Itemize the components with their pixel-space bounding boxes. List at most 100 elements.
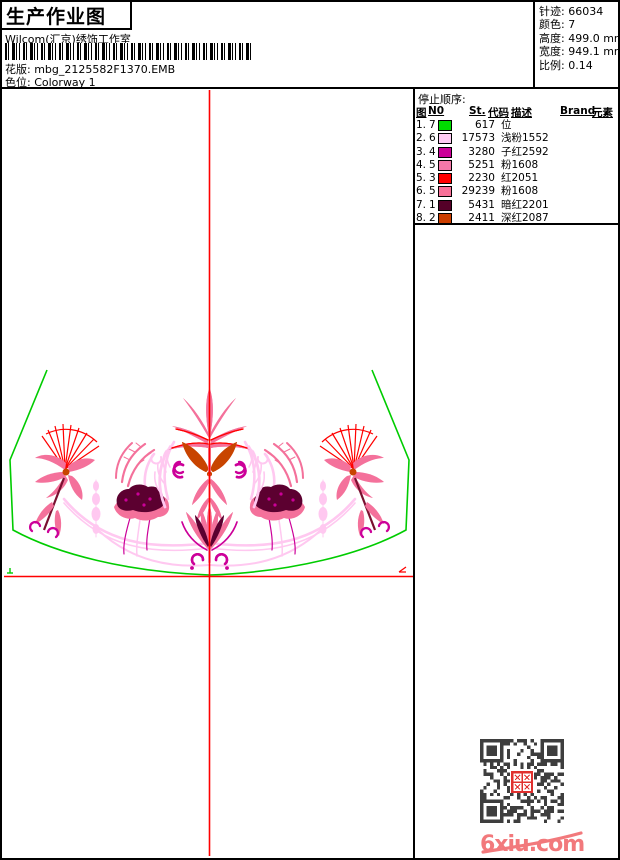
title-box: 生产作业图: [2, 2, 132, 30]
stop-index: 3.: [416, 145, 427, 158]
table-row: 3. 4 3280 子红2592: [415, 146, 618, 159]
table-rows: 1. 7 617 位 2. 6 17573 浅粉1552 3. 4 3280 子…: [415, 119, 618, 225]
column-header: N0: [428, 105, 445, 117]
lower-leaves: [192, 479, 227, 520]
pattern-line: 花版: mbg_2125582F1370.EMB: [5, 61, 175, 77]
qr-seal: [511, 771, 533, 793]
needle-number: 4: [429, 145, 436, 158]
center-fountain: [181, 504, 238, 570]
stat-line: 比例: 0.14: [539, 58, 593, 72]
stop-index: 1.: [416, 119, 427, 131]
needle-number: 1: [429, 198, 436, 211]
colorway-value: Colorway 1: [34, 76, 96, 89]
column-header: 代码: [488, 107, 509, 119]
stop-sequence-table: 停止顺序: 图 N0 St. 代码 描述 Brand 元素 1. 7 617 位 2. 6 …: [415, 89, 618, 225]
stop-index: 4.: [416, 158, 427, 171]
table-row: 8. 2 2411 深红2087: [415, 212, 618, 225]
table-row: 7. 1 5431 暗红2201: [415, 199, 618, 212]
table-row: 1. 7 617 位: [415, 119, 618, 132]
thread-description: 暗红2201: [501, 198, 549, 211]
stitch-count: 5251: [468, 158, 495, 171]
stitch-count: 17573: [461, 132, 495, 145]
stat-line: 宽度: 949.1 mm: [539, 45, 620, 59]
needle-number: 5: [429, 158, 436, 171]
stitch-count: 2230: [468, 172, 495, 185]
colorway-line: 色位: Colorway 1: [5, 74, 96, 90]
totem-ornament: [91, 481, 101, 534]
column-header: 图: [416, 107, 427, 119]
watermark-text: 6xiu.com: [480, 832, 585, 857]
wheat-sprays: [115, 442, 156, 488]
stitch-count: 2411: [468, 212, 495, 225]
stop-index: 5.: [416, 172, 427, 185]
side-curls: [172, 463, 247, 479]
watermark-swoosh: [481, 831, 583, 854]
needle-number: 3: [429, 172, 436, 185]
garland-strings: [123, 517, 151, 555]
stats-box: 针迹: 66034 颜色: 7 高度: 499.0 mm 宽度: 949.1 m…: [533, 2, 618, 87]
thread-description: 深红2087: [501, 212, 549, 225]
thread-description: 位: [501, 119, 512, 131]
stat-line: 高度: 499.0 mm: [539, 31, 620, 45]
color-swatch: [438, 120, 452, 131]
design-half: [9, 369, 251, 576]
column-divider: [413, 89, 415, 858]
stitch-count: 3280: [468, 145, 495, 158]
barcode: [5, 43, 252, 60]
center-palm: [153, 388, 251, 520]
column-header: 描述: [511, 107, 532, 119]
header-divider: [2, 87, 618, 89]
stop-index: 6.: [416, 185, 427, 198]
base-curls: [29, 520, 59, 539]
page-title: 生产作业图: [6, 5, 107, 28]
colorway-label: 色位:: [5, 76, 31, 89]
origin-mark-left: [7, 568, 13, 574]
stitch-count: 5431: [468, 198, 495, 211]
table-header-row: 图 N0 St. 代码 描述 Brand 元素: [415, 105, 618, 119]
table-row: 5. 3 2230 红2051: [415, 172, 618, 185]
needle-number: 2: [429, 212, 436, 225]
color-swatch: [438, 213, 452, 225]
contour-outline: [9, 369, 210, 576]
stamen-fan: [41, 423, 100, 470]
pattern-label: 花版:: [5, 63, 31, 76]
thread-description: 子红2592: [501, 145, 549, 158]
stop-index: 8.: [416, 212, 427, 225]
column-header: Brand: [560, 105, 596, 117]
color-swatch: [438, 133, 452, 145]
qr-code: [480, 739, 564, 823]
garland-swags: [62, 440, 211, 567]
stat-line: 针迹: 66034: [539, 5, 604, 18]
stop-sequence-title: 停止顺序:: [418, 93, 466, 106]
flower-stem: [42, 477, 66, 531]
company-name: Wilcom(汇京)绣饰工作室: [5, 33, 131, 46]
brick-leaves: [182, 442, 237, 477]
stitch-count: 29239: [461, 185, 495, 198]
thread-description: 粉1608: [501, 158, 539, 171]
pattern-value: mbg_2125582F1370.EMB: [34, 63, 176, 76]
outer-flower: [29, 423, 100, 539]
thread-description: 粉1608: [501, 185, 539, 198]
stop-index: 2.: [416, 132, 427, 145]
needle-number: 5: [429, 185, 436, 198]
color-swatch: [438, 186, 452, 198]
stem-leaves: [35, 502, 62, 536]
scroll-curl: [173, 460, 185, 475]
color-swatch: [438, 146, 452, 158]
column-header: St.: [469, 105, 486, 117]
watermark: 6xiu.com: [479, 830, 589, 858]
column-header: 元素: [592, 107, 613, 119]
table-row: 6. 5 29239 粉1608: [415, 185, 618, 198]
color-swatch: [438, 199, 452, 211]
center-plumes: [153, 448, 170, 509]
stop-index: 7.: [416, 198, 427, 211]
stitch-count: 617: [474, 119, 495, 131]
stat-line: 颜色: 7: [539, 18, 576, 32]
thread-description: 红2051: [501, 172, 539, 185]
thread-description: 浅粉1552: [501, 132, 549, 145]
color-swatch: [438, 159, 452, 171]
needle-number: 7: [429, 119, 436, 131]
table-row: 4. 5 5251 粉1608: [415, 159, 618, 172]
color-swatch: [438, 173, 452, 185]
